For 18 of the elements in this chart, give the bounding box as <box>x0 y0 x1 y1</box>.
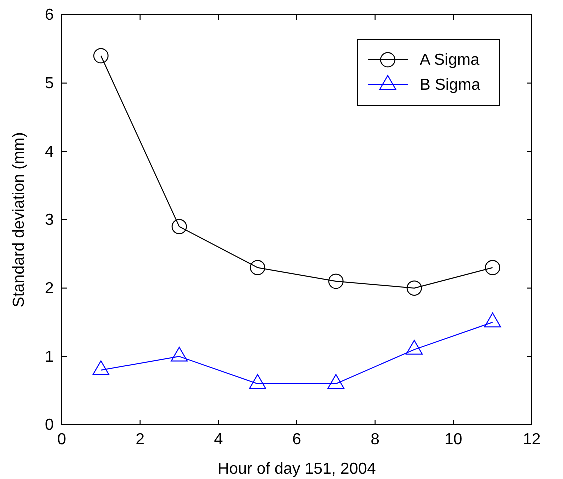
x-tick-label: 6 <box>292 431 302 448</box>
y-tick-label: 1 <box>45 348 54 366</box>
y-tick-label: 6 <box>45 7 54 24</box>
x-axis-title: Hour of day 151, 2004 <box>218 461 376 478</box>
x-tick-label: 0 <box>58 431 67 448</box>
x-tick-label: 10 <box>444 431 463 448</box>
x-tick-label: 8 <box>370 431 380 448</box>
y-tick-label: 0 <box>45 417 54 434</box>
y-tick-label: 2 <box>45 280 54 298</box>
x-tick-label: 12 <box>523 431 541 448</box>
x-tick-label: 2 <box>136 431 145 448</box>
legend-label: B Sigma <box>420 77 481 94</box>
y-tick-label: 4 <box>45 144 54 161</box>
y-tick-label: 3 <box>45 212 54 230</box>
legend-label: A Sigma <box>420 52 480 69</box>
y-tick-label: 5 <box>45 75 54 92</box>
x-tick-label: 4 <box>214 431 224 448</box>
y-axis-title: Standard deviation (mm) <box>11 132 28 308</box>
